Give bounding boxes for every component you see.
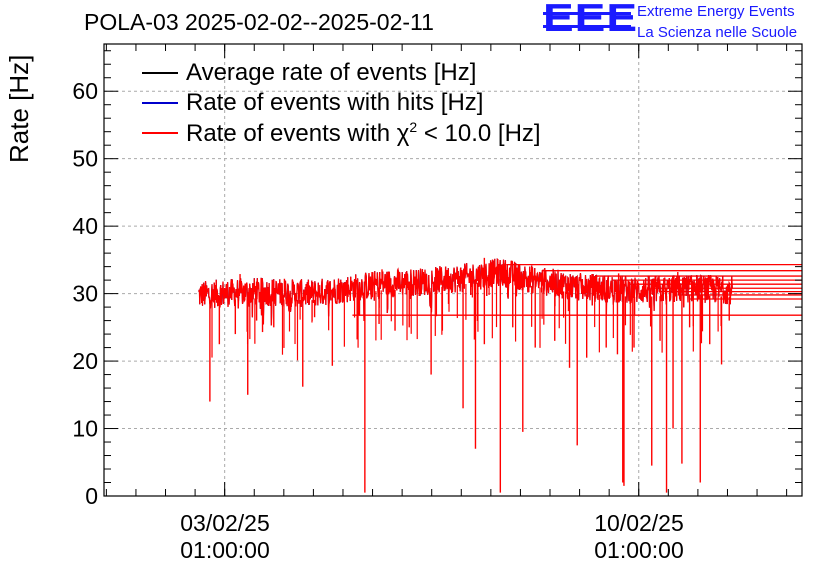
- legend-entry-average: Average rate of events [Hz]: [142, 58, 541, 88]
- legend-swatch-black: [142, 72, 178, 74]
- legend-entry-chi2: Rate of events with χ2 < 10.0 [Hz]: [142, 118, 541, 148]
- legend-label: Rate of events with χ2 < 10.0 [Hz]: [186, 118, 541, 147]
- chi2-rate-series: [198, 258, 733, 326]
- x-tick-label: 03/02/25 01:00:00: [180, 510, 270, 563]
- legend-entry-hits: Rate of events with hits [Hz]: [142, 88, 541, 118]
- plot-frame: 0 10 20 30 40 50 60: [72, 43, 803, 509]
- logo-stripe: [543, 25, 631, 28]
- logo-caption-1: Extreme Energy Events: [637, 3, 795, 20]
- chart-title: POLA-03 2025-02-02--2025-02-11: [84, 9, 434, 35]
- logo-stripe: [543, 12, 631, 15]
- y-tick-label: 30: [72, 281, 98, 307]
- x-tick-label: 10/02/25 01:00:00: [594, 510, 684, 563]
- y-tick-label: 50: [72, 146, 98, 172]
- legend-label: Rate of events with hits [Hz]: [186, 89, 484, 116]
- legend-label: Average rate of events [Hz]: [186, 59, 477, 86]
- legend: Average rate of events [Hz] Rate of even…: [142, 58, 541, 148]
- y-axis-label: Rate [Hz]: [4, 54, 34, 163]
- y-tick-label: 60: [72, 78, 98, 104]
- y-tick-label: 20: [72, 348, 98, 374]
- y-tick-label: 10: [72, 416, 98, 442]
- logo-caption-2: La Scienza nelle Scuole: [637, 24, 798, 41]
- legend-swatch-blue: [142, 102, 178, 104]
- logo-text: EEE: [543, 0, 639, 40]
- plot-border: [103, 43, 803, 497]
- y-tick-label: 40: [72, 213, 98, 239]
- grid-lines: [104, 44, 802, 496]
- legend-swatch-red: [142, 132, 178, 134]
- eee-logo: EEE Extreme Energy Events La Scienza nel…: [543, 0, 833, 46]
- y-tick-label: 0: [85, 483, 98, 509]
- rate-series: [198, 257, 802, 493]
